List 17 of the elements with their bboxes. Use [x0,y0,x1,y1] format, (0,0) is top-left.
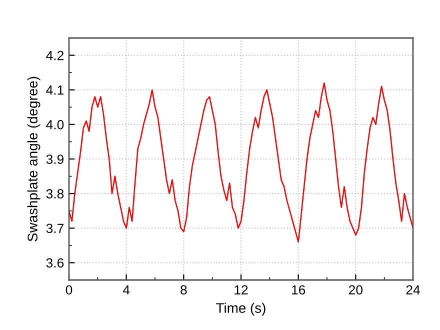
x-tick-label: 4 [122,285,130,294]
x-tick-label: 8 [180,285,187,295]
y-tick-label: 3.9 [46,154,64,164]
y-tick-label: 3.8 [46,189,64,198]
y-tick-label: 3.7 [46,224,64,234]
line-series [69,82,413,243]
y-tick-label: 4.1 [46,86,64,95]
y-tick-label: 4.2 [46,50,64,60]
x-tick-label: 16 [292,285,306,295]
y-tick-label: 4.0 [46,120,64,130]
x-tick-label: 24 [406,285,420,294]
x-tick-label: 20 [348,285,362,295]
x-axis-title: Time (s) [216,302,266,316]
y-tick-label: 3.6 [46,258,64,268]
x-tick-label: 12 [234,285,248,294]
x-tick-label: 0 [66,285,72,295]
y-axis-title: Swashplate angle (degree) [27,76,40,242]
